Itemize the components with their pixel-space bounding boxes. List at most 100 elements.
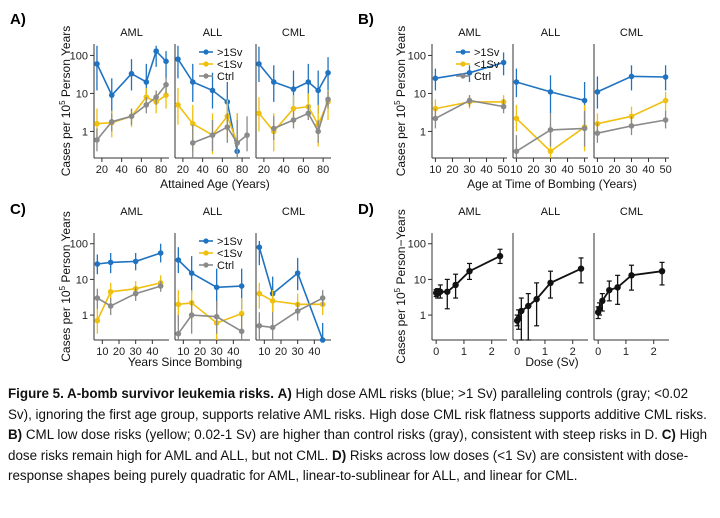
data-point	[238, 310, 245, 317]
x-tick-label: 20	[608, 164, 620, 176]
x-tick-label: 2	[570, 346, 576, 358]
series-line	[192, 126, 248, 145]
x-tick-label: 40	[116, 164, 128, 176]
data-point	[175, 301, 182, 308]
panel-a: A) Cases per 105 Person Years 1 10 100 Attain…	[10, 11, 331, 191]
data-point	[628, 113, 635, 120]
caption-part-a-label: A)	[277, 386, 292, 401]
y-tick-label: 1	[82, 310, 88, 322]
x-tick-label: 20	[258, 164, 270, 176]
series-line	[259, 297, 324, 329]
data-point	[599, 297, 606, 305]
y-tick-label: 100	[408, 50, 426, 62]
x-tick-label: 60	[135, 164, 147, 176]
facet-title: ALL	[203, 206, 223, 218]
facet-title: CML	[282, 206, 305, 218]
y-tick-label: 1	[420, 126, 426, 138]
facet-cml: CML 0 1 2	[593, 206, 669, 358]
data-point	[596, 305, 603, 312]
x-tick-label: 10	[96, 346, 108, 358]
data-point	[143, 102, 150, 108]
facet-title: CML	[282, 27, 305, 39]
series-ctrl	[513, 110, 588, 158]
data-point	[224, 124, 231, 130]
x-tick-label: 40	[146, 346, 158, 358]
series-ctrl	[94, 281, 164, 316]
series-line	[258, 246, 324, 341]
x-tick-label: 60	[216, 164, 228, 176]
legend-marker	[203, 49, 209, 55]
series-line	[96, 282, 161, 321]
data-point	[496, 252, 504, 260]
panel-label: C)	[10, 201, 26, 218]
caption-part-b-text: CML low dose risks (yellow; 0.02-1 Sv) a…	[25, 427, 658, 442]
x-tick-label: 40	[642, 164, 654, 176]
data-point	[213, 284, 220, 291]
series-dose	[513, 257, 585, 341]
series-line	[178, 302, 242, 324]
legend-label: Ctrl	[474, 71, 491, 83]
series-ctrl	[270, 91, 331, 143]
series-ctrl	[432, 95, 507, 129]
legend-label: <1Sv	[217, 59, 243, 71]
x-axis-label: Age at Time of Bombing (Years)	[467, 177, 637, 191]
x-tick-label: 20	[446, 164, 458, 176]
data-point	[175, 257, 182, 263]
series-low	[256, 282, 326, 316]
y-tick-label: 10	[76, 88, 88, 100]
x-tick-label: 20	[113, 346, 125, 358]
x-tick-label: 1	[623, 346, 629, 358]
data-point	[525, 302, 532, 310]
y-tick-label: 10	[414, 274, 426, 286]
data-point	[614, 284, 621, 291]
x-tick-label: 20	[275, 346, 287, 358]
data-point	[547, 148, 554, 155]
data-point	[294, 270, 301, 276]
data-point	[432, 105, 439, 112]
figure-caption: Figure 5. A-bomb survivor leukemia risks…	[8, 384, 714, 487]
facet-aml: AML 20 40 60 80	[93, 27, 169, 176]
data-point	[153, 94, 159, 100]
panel-label: A)	[10, 11, 26, 28]
caption-figure-label: Figure 5. A-bomb survivor leukemia risks…	[8, 386, 274, 401]
legend-label: >1Sv	[474, 47, 500, 59]
data-point	[305, 110, 312, 117]
facet-title: ALL	[541, 27, 561, 39]
x-tick-label: 50	[497, 164, 509, 176]
facet-title: CML	[620, 27, 643, 39]
data-point	[256, 110, 262, 117]
x-tick-label: 80	[155, 164, 167, 176]
data-point	[108, 118, 115, 125]
series-line	[273, 99, 329, 134]
series-high	[94, 243, 164, 275]
x-tick-label: 10	[429, 164, 441, 176]
legend-label: Ctrl	[217, 71, 234, 83]
data-point	[143, 79, 150, 85]
x-tick-label: 30	[130, 346, 142, 358]
data-point	[290, 105, 297, 112]
y-tick-label: 1	[420, 310, 426, 322]
series-line	[96, 285, 161, 307]
data-point	[305, 79, 312, 85]
series-low	[94, 275, 164, 334]
facet-title: ALL	[541, 206, 561, 218]
data-point	[213, 313, 220, 320]
x-tick-label: 30	[463, 164, 475, 176]
x-tick-label: 2	[651, 346, 657, 358]
data-point	[290, 117, 297, 123]
data-point	[325, 69, 331, 76]
data-point	[662, 117, 669, 123]
facet-title: AML	[458, 27, 481, 39]
data-point	[432, 115, 439, 122]
series-low	[594, 91, 669, 136]
data-point	[209, 132, 216, 138]
series-line	[258, 63, 329, 92]
data-point	[662, 74, 669, 80]
data-point	[132, 290, 139, 297]
y-axis-label: Cases per 105 Person Years	[58, 26, 73, 177]
data-point	[315, 87, 321, 94]
data-point	[175, 56, 181, 62]
